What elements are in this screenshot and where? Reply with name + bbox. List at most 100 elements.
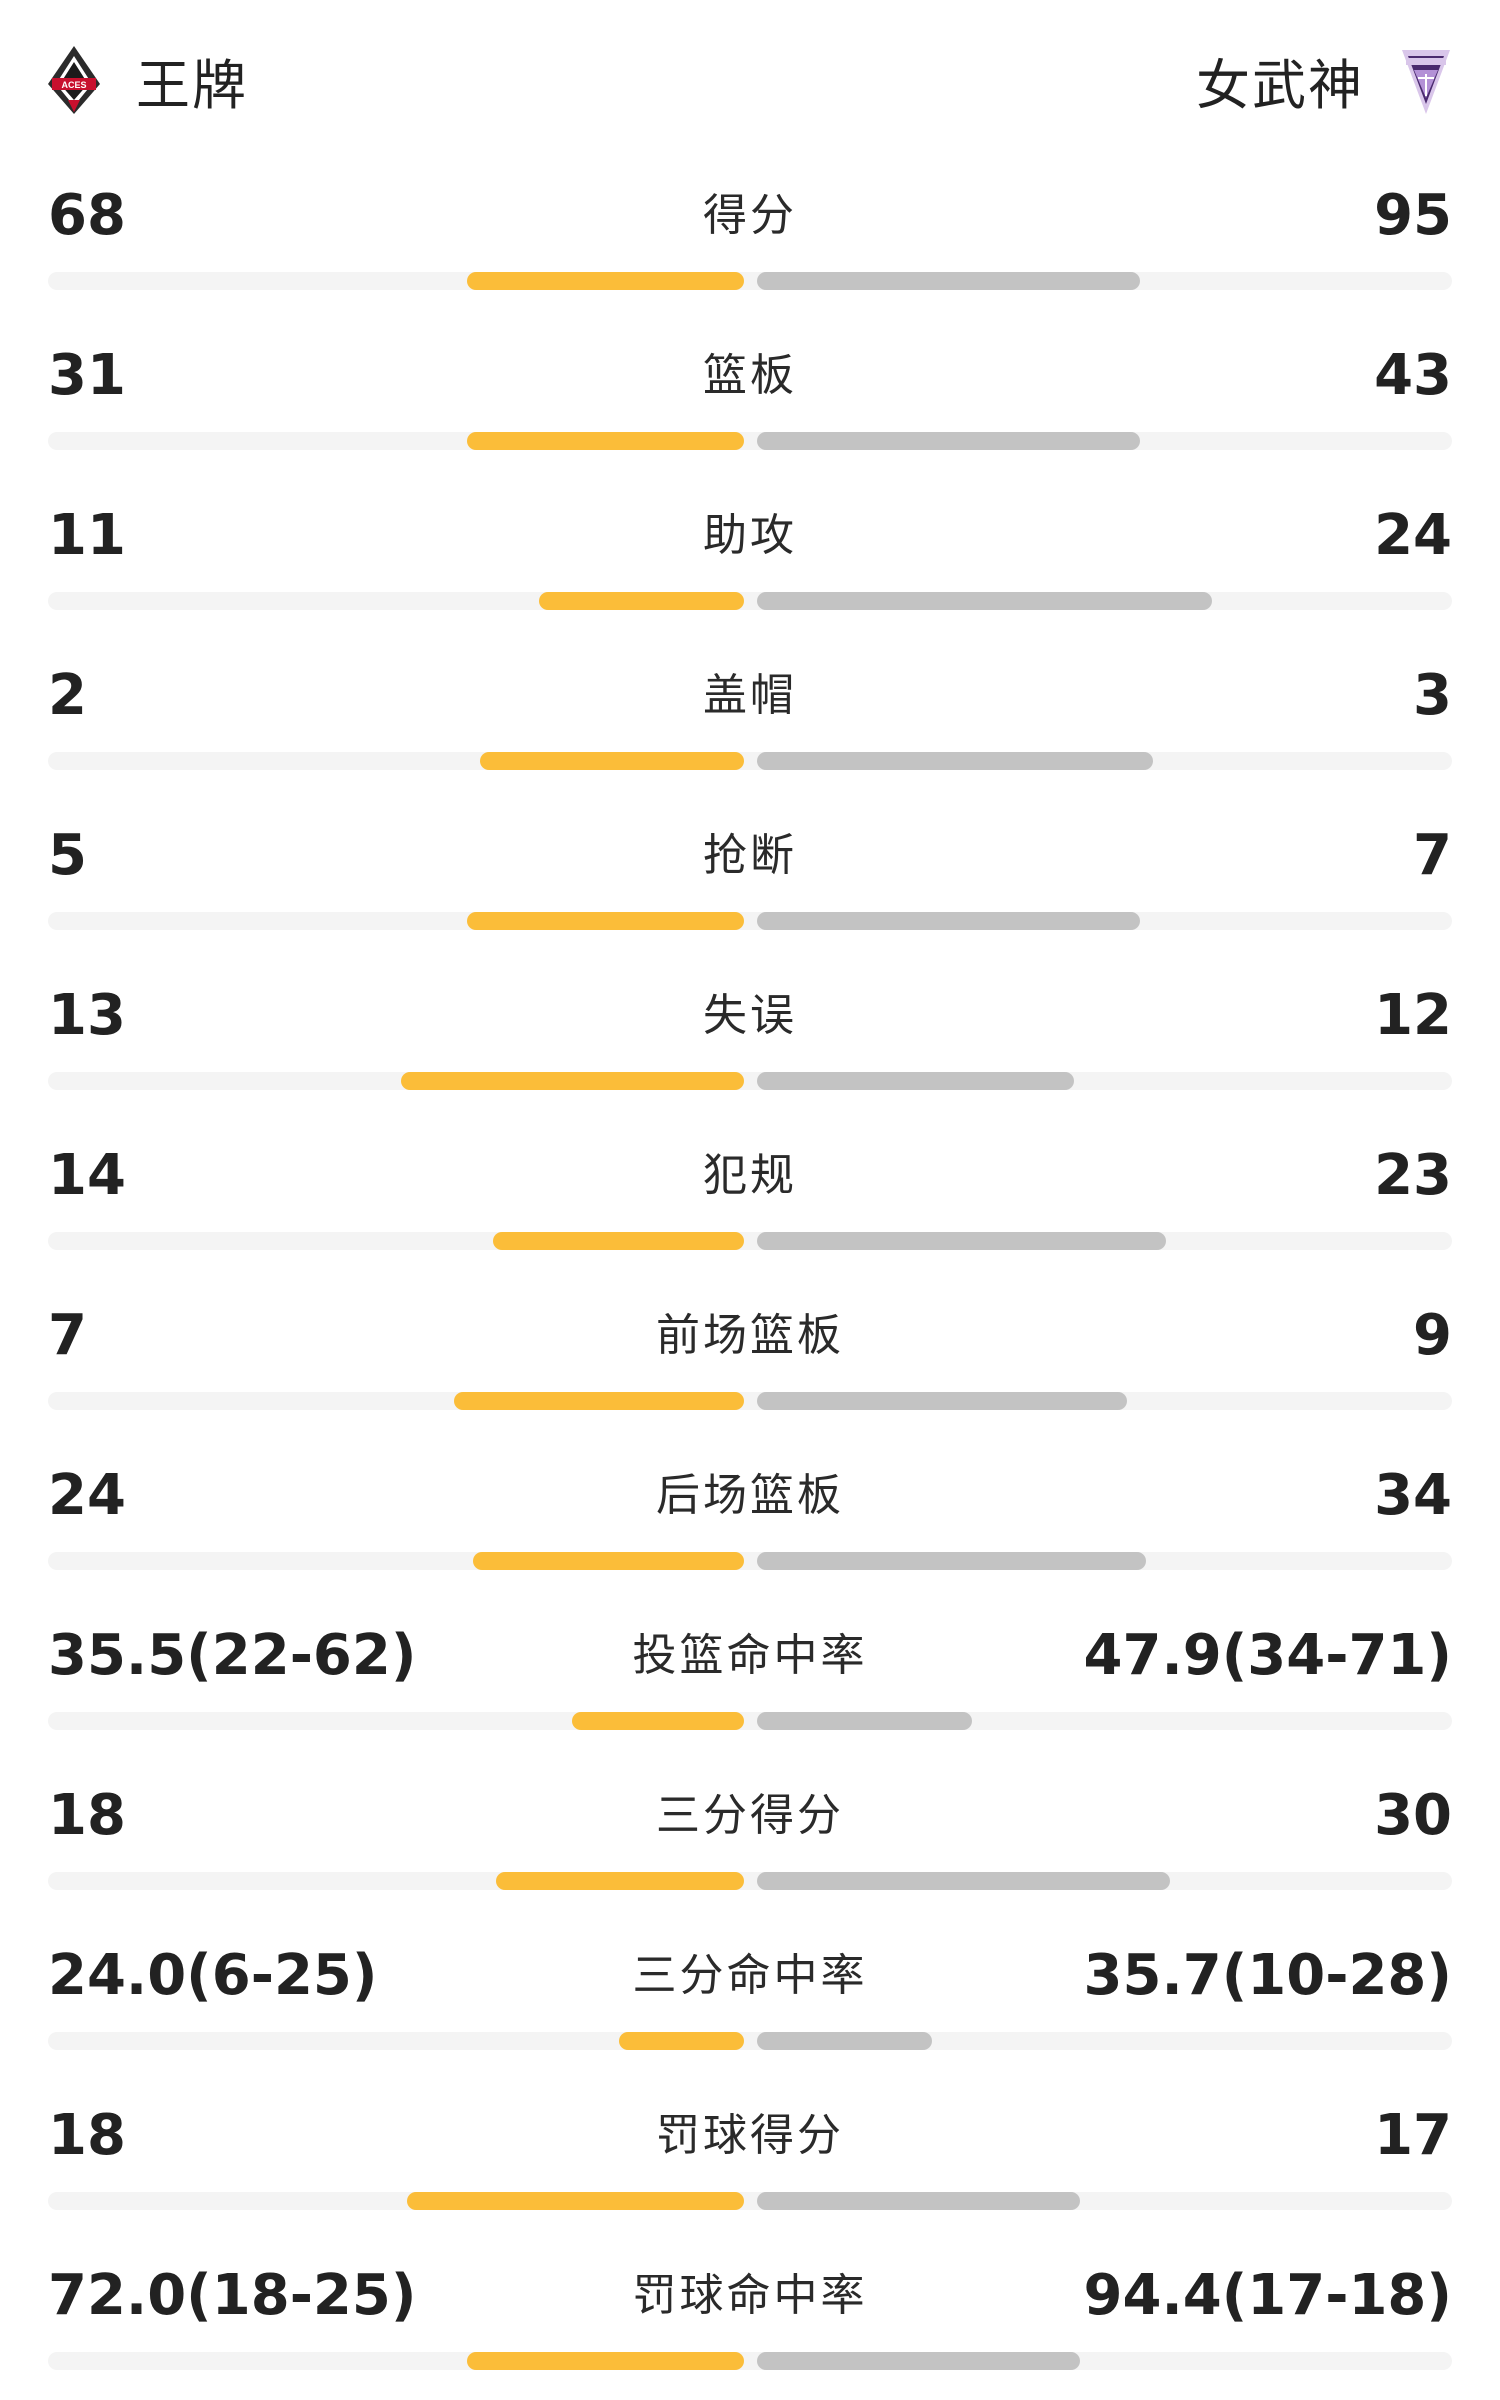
stat-label: 投篮命中率	[632, 1630, 868, 1681]
home-stat-value: 18	[48, 2103, 126, 2168]
home-stat-bar	[467, 272, 744, 290]
stat-label: 罚球得分	[656, 2110, 844, 2161]
away-stat-bar	[757, 2352, 1080, 2370]
away-stat-bar	[757, 1552, 1146, 1570]
away-team[interactable]: 女武神	[1196, 40, 1454, 120]
home-stat-bar	[572, 1712, 744, 1730]
away-stat-bar	[757, 912, 1140, 930]
away-stat-bar	[757, 752, 1153, 770]
stat-track	[48, 1072, 1452, 1090]
stat-label: 篮板	[703, 350, 797, 401]
home-stat-bar	[619, 2032, 744, 2050]
stat-row: 14 犯规 23	[0, 1120, 1500, 1280]
home-stat-value: 35.5(22-62)	[48, 1623, 417, 1688]
home-team[interactable]: ACES 王牌	[46, 40, 248, 120]
home-stat-bar	[467, 2352, 744, 2370]
away-stat-value: 47.9(34-71)	[1083, 1623, 1452, 1688]
away-stat-value: 34	[1374, 1463, 1452, 1528]
away-stat-bar	[757, 1072, 1074, 1090]
home-stat-bar	[407, 2192, 744, 2210]
home-team-name: 王牌	[136, 53, 248, 117]
home-stat-bar	[493, 1232, 744, 1250]
home-stat-value: 24.0(6-25)	[48, 1943, 378, 2008]
home-stat-bar	[454, 1392, 744, 1410]
away-stat-bar	[757, 1712, 972, 1730]
stat-track	[48, 2032, 1452, 2050]
stat-label: 三分命中率	[632, 1950, 868, 2001]
stat-row: 5 抢断 7	[0, 800, 1500, 960]
away-stat-value: 3	[1413, 663, 1452, 728]
home-stat-value: 13	[48, 983, 126, 1048]
away-stat-bar	[757, 1232, 1166, 1250]
away-stat-value: 17	[1374, 2103, 1452, 2168]
stat-row: 7 前场篮板 9	[0, 1280, 1500, 1440]
stat-label: 犯规	[703, 1150, 797, 1201]
stat-row: 24 后场篮板 34	[0, 1440, 1500, 1600]
home-stat-value: 72.0(18-25)	[48, 2263, 417, 2328]
stat-track	[48, 592, 1452, 610]
stat-row: 18 罚球得分 17	[0, 2080, 1500, 2240]
stat-track	[48, 2352, 1452, 2370]
home-stat-bar	[467, 912, 744, 930]
home-stat-value: 7	[48, 1303, 87, 1368]
away-stat-value: 9	[1413, 1303, 1452, 1368]
away-stat-value: 95	[1374, 183, 1452, 248]
stat-row: 11 助攻 24	[0, 480, 1500, 640]
away-stat-value: 23	[1374, 1143, 1452, 1208]
away-stat-value: 43	[1374, 343, 1452, 408]
home-stat-value: 11	[48, 503, 126, 568]
aces-logo-icon: ACES	[46, 44, 102, 116]
stat-label: 得分	[703, 190, 797, 241]
stat-track	[48, 1712, 1452, 1730]
stat-track	[48, 1392, 1452, 1410]
away-stat-bar	[757, 2032, 932, 2050]
away-stat-bar	[757, 432, 1140, 450]
svg-text:ACES: ACES	[61, 80, 86, 90]
stat-label: 失误	[703, 990, 797, 1041]
stat-track	[48, 1232, 1452, 1250]
home-stat-bar	[401, 1072, 744, 1090]
home-stat-value: 24	[48, 1463, 126, 1528]
stat-track	[48, 432, 1452, 450]
away-stat-value: 7	[1413, 823, 1452, 888]
away-stat-bar	[757, 272, 1140, 290]
stat-label: 助攻	[703, 510, 797, 561]
stat-track	[48, 912, 1452, 930]
stat-track	[48, 1552, 1452, 1570]
away-stat-value: 24	[1374, 503, 1452, 568]
valkyries-logo-icon	[1398, 44, 1454, 116]
home-stat-value: 18	[48, 1783, 126, 1848]
away-stat-value: 12	[1374, 983, 1452, 1048]
stats-comparison: 68 得分 95 31 篮板 43 11 助攻 24 2 盖帽 3 5 抢断 7 13 失误 12 14 犯规 23 7 前…	[0, 160, 1500, 2400]
stat-row: 72.0(18-25) 罚球命中率 94.4(17-18)	[0, 2240, 1500, 2400]
stat-row: 13 失误 12	[0, 960, 1500, 1120]
stat-label: 抢断	[703, 830, 797, 881]
away-stat-value: 94.4(17-18)	[1083, 2263, 1452, 2328]
stat-track	[48, 1872, 1452, 1890]
away-stat-bar	[757, 592, 1212, 610]
stat-track	[48, 272, 1452, 290]
home-stat-value: 14	[48, 1143, 126, 1208]
away-stat-value: 30	[1374, 1783, 1452, 1848]
stat-label: 三分得分	[656, 1790, 844, 1841]
stat-row: 35.5(22-62) 投篮命中率 47.9(34-71)	[0, 1600, 1500, 1760]
stat-label: 后场篮板	[656, 1470, 844, 1521]
stat-label: 罚球命中率	[632, 2270, 868, 2321]
team-header: ACES 王牌 女武神	[0, 0, 1500, 160]
away-stat-bar	[757, 1392, 1127, 1410]
away-stat-value: 35.7(10-28)	[1083, 1943, 1452, 2008]
stat-label: 盖帽	[703, 670, 797, 721]
stat-track	[48, 2192, 1452, 2210]
stat-row: 24.0(6-25) 三分命中率 35.7(10-28)	[0, 1920, 1500, 2080]
home-stat-bar	[467, 432, 744, 450]
stat-row: 18 三分得分 30	[0, 1760, 1500, 1920]
home-stat-value: 68	[48, 183, 126, 248]
stat-row: 68 得分 95	[0, 160, 1500, 320]
stat-label: 前场篮板	[656, 1310, 844, 1361]
away-stat-bar	[757, 2192, 1080, 2210]
stat-row: 31 篮板 43	[0, 320, 1500, 480]
home-stat-bar	[473, 1552, 744, 1570]
away-stat-bar	[757, 1872, 1170, 1890]
stat-row: 2 盖帽 3	[0, 640, 1500, 800]
home-stat-value: 5	[48, 823, 87, 888]
